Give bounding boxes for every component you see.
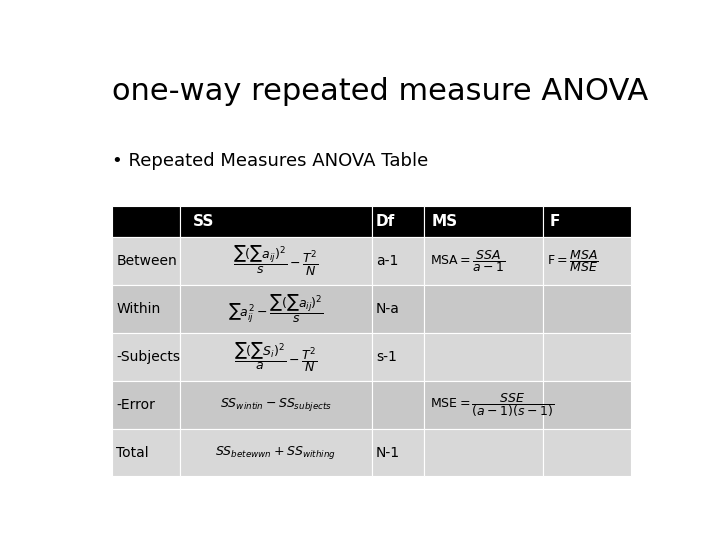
Bar [180, 285, 372, 333]
Text: $\mathrm{MSA=}\dfrac{SSA}{a-1}$: $\mathrm{MSA=}\dfrac{SSA}{a-1}$ [430, 248, 505, 274]
Bar [423, 333, 543, 381]
Text: $\sum a_{ij}^2 - \dfrac{\sum(\sum a_{ij})^2}{s}$: $\sum a_{ij}^2 - \dfrac{\sum(\sum a_{ij}… [228, 293, 324, 325]
Text: $\mathrm{F=}\dfrac{MSA}{MSE}$: $\mathrm{F=}\dfrac{MSA}{MSE}$ [547, 248, 599, 274]
Bar [423, 429, 543, 476]
Bar [112, 206, 180, 238]
Bar [112, 238, 180, 285]
Bar [112, 333, 180, 381]
Text: Within: Within [117, 302, 161, 316]
Text: • Repeated Measures ANOVA Table: • Repeated Measures ANOVA Table [112, 152, 428, 170]
Bar [180, 333, 372, 381]
Text: a-1: a-1 [376, 254, 398, 268]
Text: $\dfrac{\sum(\sum S_i)^2}{a} - \dfrac{T^2}{N}$: $\dfrac{\sum(\sum S_i)^2}{a} - \dfrac{T^… [234, 340, 318, 374]
Text: Total: Total [117, 446, 149, 460]
Bar [543, 333, 631, 381]
Bar [543, 206, 631, 238]
Bar [112, 381, 180, 429]
Bar [543, 429, 631, 476]
Bar [372, 238, 423, 285]
Bar [372, 429, 423, 476]
Bar [543, 381, 631, 429]
Text: $\mathrm{MSE=}\dfrac{SSE}{(a-1)(s-1)}$: $\mathrm{MSE=}\dfrac{SSE}{(a-1)(s-1)}$ [430, 391, 554, 418]
Text: N-1: N-1 [376, 446, 400, 460]
Bar [372, 333, 423, 381]
Bar [423, 381, 543, 429]
Bar [543, 285, 631, 333]
Bar [423, 238, 543, 285]
Text: Between: Between [117, 254, 177, 268]
Text: -Subjects: -Subjects [117, 350, 181, 364]
Bar [180, 429, 372, 476]
Bar [423, 206, 543, 238]
Text: MS: MS [432, 214, 458, 230]
Bar [112, 429, 180, 476]
Bar [423, 285, 543, 333]
Text: one-way repeated measure ANOVA: one-way repeated measure ANOVA [112, 77, 649, 106]
Text: F: F [549, 214, 559, 230]
Bar [180, 206, 372, 238]
Bar [372, 285, 423, 333]
Bar [372, 206, 423, 238]
Bar [180, 381, 372, 429]
Text: $SS_{wintin} - SS_{subjects}$: $SS_{wintin} - SS_{subjects}$ [220, 396, 332, 413]
Bar [372, 381, 423, 429]
Bar [112, 285, 180, 333]
Text: Df: Df [375, 214, 395, 230]
Bar [543, 238, 631, 285]
Bar [180, 238, 372, 285]
Text: s-1: s-1 [376, 350, 397, 364]
Text: SS: SS [193, 214, 215, 230]
Text: $\dfrac{\sum(\sum a_{ij})^2}{s} - \dfrac{T^2}{N}$: $\dfrac{\sum(\sum a_{ij})^2}{s} - \dfrac… [233, 244, 319, 278]
Text: $SS_{betewwn} + SS_{withing}$: $SS_{betewwn} + SS_{withing}$ [215, 444, 336, 461]
Text: -Error: -Error [117, 398, 156, 411]
Text: N-a: N-a [376, 302, 400, 316]
